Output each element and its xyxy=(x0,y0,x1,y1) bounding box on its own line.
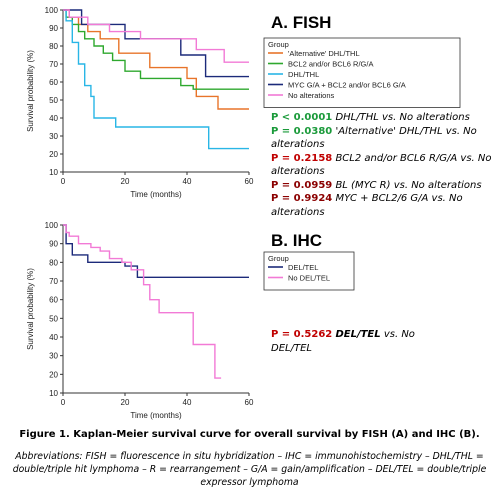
panel-a-pvalues: P < 0.0001 DHL/THL vs. No alterations P =… xyxy=(271,111,496,219)
abbreviations-note: Abbreviations: FISH = fluorescence in si… xyxy=(12,451,487,488)
y-tick-label: 20 xyxy=(49,150,58,159)
panel-a-title: A. FISH xyxy=(271,13,332,32)
pvalue-line: P = 0.2158 BCL2 and/or BCL6 R/G/A vs. No… xyxy=(271,152,496,179)
series-line xyxy=(63,224,249,278)
pvalue-line: P = 0.9924 MYC + BCL2/6 G/A vs. No alter… xyxy=(271,192,496,219)
y-tick-label: 60 xyxy=(49,296,58,305)
y-tick-label: 80 xyxy=(49,42,58,51)
y-tick-label: 50 xyxy=(49,314,58,323)
y-tick-label: 80 xyxy=(49,258,58,267)
x-tick-label: 60 xyxy=(245,177,254,186)
legend-box xyxy=(263,251,355,291)
pvalue-comparison: BL (MYC R) vs. No alterations xyxy=(332,179,482,191)
y-tick-label: 70 xyxy=(49,60,58,69)
y-tick-label: 70 xyxy=(49,277,58,286)
pvalue-comparison: DHL/THL vs. No alterations xyxy=(332,112,470,123)
x-axis-label: Time (months) xyxy=(130,190,182,199)
panel-b-title: B. IHC xyxy=(271,231,322,250)
pvalue: P = 0.9924 xyxy=(271,193,333,204)
pvalue-ihc: P = 0.5262 xyxy=(271,329,333,340)
y-tick-label: 100 xyxy=(45,221,59,230)
y-tick-label: 40 xyxy=(49,333,58,342)
x-tick-label: 0 xyxy=(61,177,66,186)
y-axis-label: Survival probability (%) xyxy=(26,268,35,350)
y-tick-label: 10 xyxy=(49,168,58,177)
y-tick-label: 90 xyxy=(49,24,58,33)
pvalue: P = 0.0959 xyxy=(271,179,333,191)
chart-a-fish: 10 20 30 40 50 60 70 80 90 100 0 20 40 60 Time (months… xyxy=(26,6,461,199)
pvalue-comparison: MYC + BCL2/6 G/A vs. No alterations xyxy=(271,193,463,218)
legend-title: Group xyxy=(268,40,289,49)
y-tick-label: 30 xyxy=(49,352,58,361)
x-tick-label: 0 xyxy=(61,398,66,407)
legend-label: 'Alternative' DHL/THL xyxy=(288,49,360,58)
legend-title: Group xyxy=(268,254,289,263)
legend-label: No alterations xyxy=(288,91,335,100)
legend-label: DHL/THL xyxy=(288,70,319,79)
pvalue: P < 0.0001 xyxy=(271,112,333,123)
pvalue: P = 0.0380 xyxy=(271,125,333,137)
x-tick-label: 40 xyxy=(183,177,192,186)
pvalue-line: P < 0.0001 DHL/THL vs. No alterations xyxy=(271,111,496,125)
chart-b-ihc: 10 20 30 40 50 60 70 80 90 100 0 20 40 60 Time (months… xyxy=(26,221,355,420)
y-tick-label: 30 xyxy=(49,132,58,141)
series-line xyxy=(63,224,222,379)
series-line xyxy=(63,9,249,78)
x-axis-label: Time (months) xyxy=(130,411,182,420)
series-line xyxy=(63,9,249,63)
x-tick-label: 20 xyxy=(121,398,130,407)
pvalue-line: P = 0.0959 BL (MYC R) vs. No alterations xyxy=(271,179,496,193)
pvalue: P = 0.2158 xyxy=(271,152,333,164)
y-axis-label: Survival probability (%) xyxy=(26,50,35,132)
pvalue-ihc-group: DEL/TEL xyxy=(335,329,381,340)
legend-label: DEL/TEL xyxy=(288,263,318,272)
figure-caption: Figure 1. Kaplan-Meier survival curve fo… xyxy=(19,429,480,440)
legend-label: BCL2 and/or BCL6 R/G/A xyxy=(288,60,373,69)
y-tick-label: 20 xyxy=(49,370,58,379)
y-tick-label: 100 xyxy=(45,6,59,15)
pvalue-comparison: BCL2 and/or BCL6 R/G/A vs. No alteration… xyxy=(271,152,492,178)
y-tick-label: 50 xyxy=(49,96,58,105)
legend-box xyxy=(263,37,461,108)
x-tick-label: 40 xyxy=(183,398,192,407)
y-tick-label: 60 xyxy=(49,78,58,87)
x-tick-label: 60 xyxy=(245,398,254,407)
x-tick-label: 20 xyxy=(121,177,130,186)
y-tick-label: 10 xyxy=(49,389,58,398)
legend-label: MYC G/A + BCL2 and/or BCL6 G/A xyxy=(288,81,406,90)
pvalue-ihc-text: vs. No DEL/TEL xyxy=(271,329,415,354)
panel-b-pvalue: P = 0.5262 DEL/TEL vs. No DEL/TEL xyxy=(271,328,441,356)
series-line xyxy=(63,9,249,110)
y-tick-label: 90 xyxy=(49,240,58,249)
legend-label: No DEL/TEL xyxy=(288,274,330,283)
y-tick-label: 40 xyxy=(49,114,58,123)
pvalue-comparison: 'Alternative' DHL/THL vs. No alterations xyxy=(271,125,477,151)
series-line xyxy=(63,9,249,150)
pvalue-line: P = 0.0380 'Alternative' DHL/THL vs. No … xyxy=(271,125,496,152)
